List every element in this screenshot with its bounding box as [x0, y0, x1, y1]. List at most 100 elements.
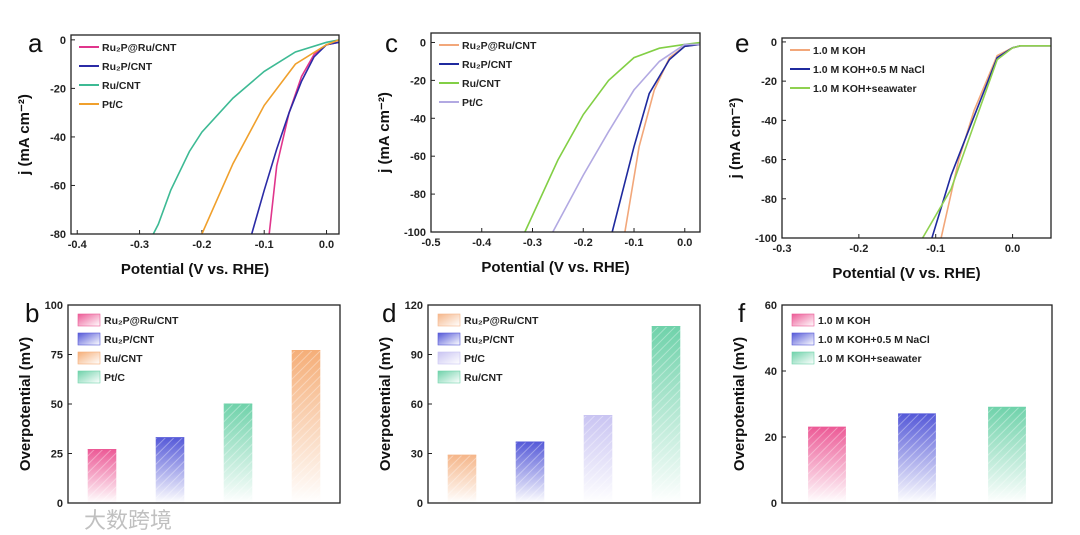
x-tick-label: 0.0: [1005, 243, 1020, 255]
legend-label: Ru/CNT: [104, 353, 143, 365]
y-tick-label: -40: [410, 113, 426, 125]
x-tick-label: -0.3: [523, 237, 542, 249]
y-tick-label: 60: [765, 300, 777, 312]
y-axis-label: j (mA cm⁻²): [727, 98, 744, 180]
y-tick-label: -80: [410, 189, 426, 201]
legend-label: Ru₂P/CNT: [464, 334, 515, 346]
y-tick-label: -80: [761, 194, 777, 206]
legend-label: Pt/C: [462, 97, 483, 109]
y-axis-label: j (mA cm⁻²): [16, 94, 33, 176]
panel-letter: c: [385, 28, 398, 58]
bar-hatch: [583, 415, 613, 503]
series-line: [552, 43, 700, 232]
x-tick-label: -0.1: [255, 239, 274, 251]
bar-hatch: [223, 404, 253, 503]
x-axis-label: Potential (V vs. RHE): [481, 259, 629, 276]
panel-e: e 0 -20 -40 -60 -80 -100 j (mA cm⁻²) -0.3 -0.2 -0.…: [727, 28, 1052, 282]
x-tick-label: -0.1: [926, 243, 945, 255]
x-axis-label: Potential (V vs. RHE): [121, 261, 269, 278]
x-tick-label: 0.0: [319, 239, 334, 251]
legend-label: Ru/CNT: [462, 78, 501, 90]
y-axis-label: Overpotential (mV): [17, 337, 34, 471]
legend-label: 1.0 M KOH+seawater: [813, 83, 917, 95]
y-tick-label: 0: [420, 37, 426, 49]
y-tick-label: -60: [761, 155, 777, 167]
legend-label: Ru₂P@Ru/CNT: [104, 315, 179, 327]
bar-hatch: [515, 441, 545, 503]
y-tick-label: 50: [51, 399, 63, 411]
plot-frame: [781, 304, 1053, 504]
legend-label: Pt/C: [464, 353, 485, 365]
y-tick-label: -60: [50, 180, 66, 192]
legend-swatch: [77, 370, 101, 384]
legend-swatch: [791, 332, 815, 346]
legend-swatch: [791, 351, 815, 365]
y-tick-label: -20: [410, 75, 426, 87]
panel-letter: b: [25, 298, 39, 328]
y-tick-label: 25: [51, 449, 63, 461]
legend-swatch: [437, 370, 461, 384]
series-line: [201, 39, 339, 234]
legend-label: 1.0 M KOH+0.5 M NaCl: [813, 64, 925, 76]
legend-swatch: [77, 332, 101, 346]
panel-f: f 0 20 40 60 Overpotential (mV) 1.0 M KOH 1.0 M…: [731, 298, 1053, 510]
bar-hatch: [155, 437, 185, 503]
legend-label: 1.0 M KOH+0.5 M NaCl: [818, 334, 930, 346]
bar-hatch: [447, 455, 477, 503]
legend-swatch: [437, 313, 461, 327]
legend-swatch: [77, 313, 101, 327]
x-tick-label: -0.4: [68, 239, 88, 251]
y-tick-label: 120: [405, 300, 423, 312]
legend-label: Ru₂P@Ru/CNT: [462, 40, 537, 52]
y-tick-label: -40: [761, 115, 777, 127]
panel-a: a 0 -20 -40 -60 -80 j (mA cm⁻²) -0.4 -0.3 -0.2 -0.…: [16, 28, 340, 278]
y-tick-label: -40: [50, 132, 66, 144]
y-tick-label: 90: [411, 350, 423, 362]
y-tick-label: 0: [771, 37, 777, 49]
y-tick-label: -100: [755, 233, 777, 245]
legend-label: Ru₂P/CNT: [462, 59, 513, 71]
series-line: [524, 41, 700, 232]
legend-label: Ru₂P/CNT: [104, 334, 155, 346]
y-tick-label: 0: [417, 498, 423, 510]
y-tick-label: 75: [51, 350, 63, 362]
y-tick-label: -80: [50, 229, 66, 241]
legend-label: Pt/C: [102, 99, 123, 111]
y-tick-label: 100: [45, 300, 63, 312]
y-tick-label: 0: [57, 498, 63, 510]
y-tick-label: 0: [60, 35, 66, 47]
y-tick-label: 60: [411, 399, 423, 411]
legend-label: Ru/CNT: [102, 80, 141, 92]
x-tick-label: -0.5: [422, 237, 441, 249]
watermark: 大数跨境: [84, 509, 173, 534]
legend-swatch: [791, 313, 815, 327]
legend-swatch: [77, 351, 101, 365]
y-tick-label: 40: [765, 366, 777, 378]
x-tick-label: -0.4: [472, 237, 492, 249]
x-axis-label: Potential (V vs. RHE): [832, 265, 980, 282]
legend-label: Ru₂P@Ru/CNT: [464, 315, 539, 327]
legend-swatch: [437, 351, 461, 365]
x-tick-label: -0.2: [192, 239, 211, 251]
x-tick-label: 0.0: [677, 237, 692, 249]
y-axis-label: j (mA cm⁻²): [376, 92, 393, 174]
y-tick-label: 30: [411, 449, 423, 461]
legend-swatch: [437, 332, 461, 346]
series-line: [921, 44, 1051, 238]
legend-label: 1.0 M KOH: [813, 45, 866, 57]
legend-label: Pt/C: [104, 372, 125, 384]
bar-hatch: [291, 350, 321, 503]
plot-frame: [781, 37, 1052, 239]
x-tick-label: -0.2: [849, 243, 868, 255]
legend-label: Ru/CNT: [464, 372, 503, 384]
plot-frame: [67, 304, 341, 504]
y-tick-label: -60: [410, 151, 426, 163]
panel-c: c 0 -20 -40 -60 -80 -100 j (mA cm⁻²) -0.5 -0.4 -0.…: [376, 28, 701, 276]
y-tick-label: -20: [761, 76, 777, 88]
legend-label: 1.0 M KOH: [818, 315, 871, 327]
legend-label: 1.0 M KOH+seawater: [818, 353, 922, 365]
panel-d: d 0 30 60 90 120 Overpotential (mV) Ru₂P@Ru/CNT…: [377, 298, 701, 510]
y-tick-label: 0: [771, 498, 777, 510]
panel-letter: d: [382, 298, 396, 328]
x-tick-label: -0.3: [130, 239, 149, 251]
